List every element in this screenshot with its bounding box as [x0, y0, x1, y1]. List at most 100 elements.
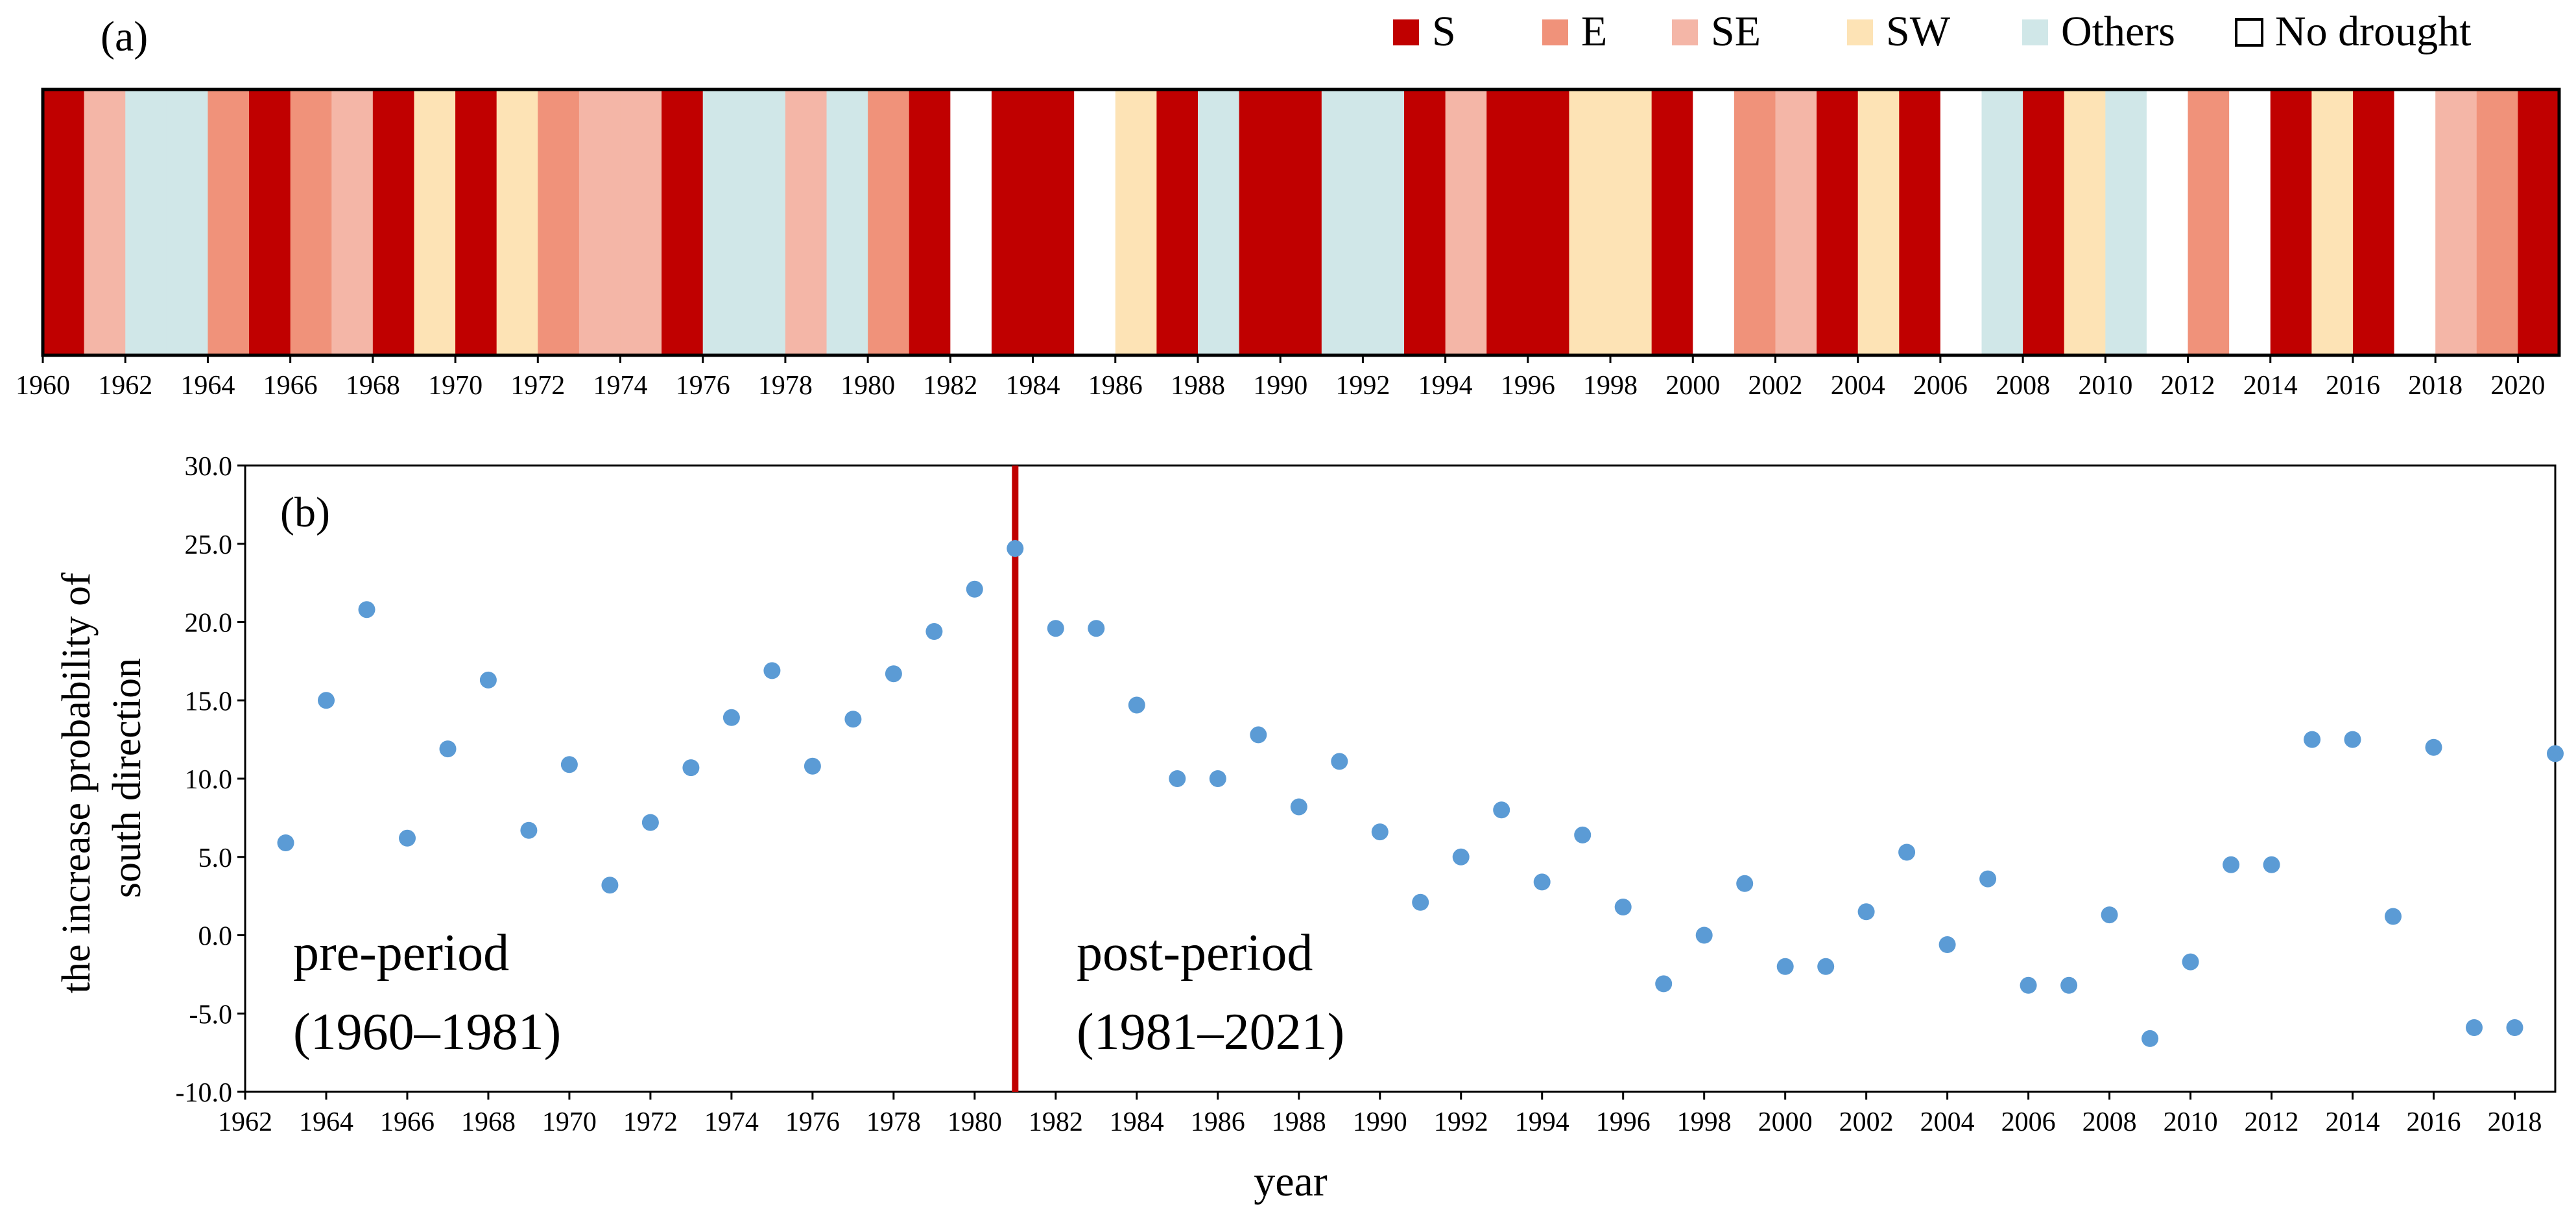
year-cell-2008 — [2023, 89, 2065, 355]
point-1997 — [1655, 975, 1673, 993]
year-cell-1960 — [43, 89, 85, 355]
point-1973 — [682, 759, 700, 777]
point-1987 — [1250, 726, 1267, 744]
plot-frame — [244, 464, 2557, 1093]
point-1993 — [1493, 801, 1510, 819]
strip-tick-label: 1980 — [841, 371, 895, 401]
year-cell-1967 — [331, 89, 374, 355]
y-axis-label-line1: the increase probability of — [54, 572, 99, 993]
year-cell-2007 — [1981, 89, 2023, 355]
legend: S E SE SW Others No drought — [1393, 8, 2471, 55]
y-tick-label: 20.0 — [185, 609, 233, 639]
year-cell-2005 — [1899, 89, 1941, 355]
pre-period-range: (1960–1981) — [293, 1004, 561, 1061]
year-cell-1961 — [84, 89, 126, 355]
year-cell-1968 — [372, 89, 415, 355]
x-tick-label: 1972 — [623, 1107, 678, 1137]
y-axis-label-line2: south direction — [105, 658, 149, 898]
x-tick-label: 1992 — [1434, 1107, 1488, 1137]
x-axis-label: year — [1254, 1158, 1328, 1205]
point-1990 — [1371, 823, 1389, 841]
point-2008 — [2101, 906, 2118, 924]
point-2010 — [2182, 953, 2199, 971]
strip-tick-label: 1992 — [1335, 371, 1390, 401]
strip-tick-label: 1988 — [1171, 371, 1225, 401]
legend-swatch — [2235, 18, 2263, 47]
year-cell-2011 — [2146, 89, 2189, 355]
panel-b-label: (b) — [280, 489, 330, 536]
strip-tick-label: 1994 — [1418, 371, 1473, 401]
year-cell-1972 — [538, 89, 580, 355]
year-cell-1980 — [868, 89, 910, 355]
strip-tick-label: 1970 — [428, 371, 483, 401]
year-cell-1996 — [1527, 89, 1570, 355]
strip-tick-label: 1990 — [1253, 371, 1307, 401]
year-cell-2019 — [2476, 89, 2518, 355]
year-cell-1991 — [1321, 89, 1364, 355]
point-2019 — [2547, 745, 2564, 762]
legend-item-s: S — [1393, 8, 1456, 55]
year-cell-2017 — [2394, 89, 2436, 355]
x-tick-label: 2010 — [2164, 1107, 2218, 1137]
post-period-range: (1981–2021) — [1077, 1004, 1344, 1061]
period-annotations: pre-period (1960–1981) post-period (1981–20… — [293, 925, 1344, 1061]
point-2002 — [1857, 903, 1875, 921]
point-2005 — [1979, 870, 1997, 888]
point-1999 — [1736, 875, 1754, 892]
y-tick-label: 5.0 — [198, 843, 233, 873]
year-cell-1988 — [1197, 89, 1240, 355]
x-tick-label: 1968 — [461, 1107, 516, 1137]
legend-swatch — [1847, 19, 1873, 45]
point-2012 — [2263, 856, 2280, 873]
year-cell-2016 — [2352, 89, 2395, 355]
year-cell-2018 — [2435, 89, 2477, 355]
year-cell-2006 — [1940, 89, 1983, 355]
x-tick-label: 1998 — [1677, 1107, 1732, 1137]
y-tick-label: 25.0 — [185, 530, 233, 560]
point-2006 — [2020, 976, 2037, 994]
strip-frame — [41, 88, 2561, 357]
point-1996 — [1614, 899, 1632, 915]
strip-tick-label: 1962 — [98, 371, 152, 401]
strip-tick-label: 2006 — [1913, 371, 1968, 401]
year-cell-1969 — [414, 89, 456, 355]
year-cell-1987 — [1156, 89, 1199, 355]
point-1979 — [925, 623, 943, 640]
year-cell-1985 — [1074, 89, 1116, 355]
legend-item-sw: SW — [1847, 8, 1951, 55]
year-cell-1970 — [455, 89, 497, 355]
strip-tick-label: 2020 — [2490, 371, 2545, 401]
strip-tick-label: 1960 — [16, 371, 70, 401]
point-1984 — [1128, 696, 1145, 714]
point-1982 — [1047, 620, 1064, 637]
x-tick-label: 1970 — [542, 1107, 597, 1137]
strip-tick-label: 1976 — [676, 371, 730, 401]
point-1974 — [722, 709, 740, 726]
point-2009 — [2141, 1030, 2159, 1047]
year-cell-1990 — [1280, 89, 1322, 355]
legend-swatch — [1393, 19, 1419, 45]
legend-swatch — [1542, 19, 1568, 45]
year-cell-1984 — [1032, 89, 1075, 355]
strip-tick-label: 1966 — [263, 371, 318, 401]
year-cell-1974 — [620, 89, 662, 355]
x-tick-label: 1996 — [1596, 1107, 1651, 1137]
strip-tick-label: 1974 — [593, 371, 647, 401]
year-cell-1997 — [1569, 89, 1611, 355]
point-1995 — [1574, 826, 1592, 843]
year-cell-1981 — [909, 89, 951, 355]
x-tick-label: 1982 — [1029, 1107, 1083, 1137]
point-1980 — [966, 580, 983, 598]
year-cell-1962 — [125, 89, 167, 355]
point-2014 — [2344, 731, 2361, 748]
strip-tick-label: 1982 — [923, 371, 977, 401]
year-cell-2002 — [1775, 89, 1817, 355]
point-1977 — [844, 711, 862, 728]
x-tick-label: 2008 — [2082, 1107, 2137, 1137]
year-cell-1993 — [1404, 89, 1446, 355]
x-tick-label: 2018 — [2488, 1107, 2542, 1137]
point-2015 — [2385, 908, 2402, 925]
point-1972 — [641, 814, 659, 831]
y-tick-label: 0.0 — [198, 922, 233, 952]
